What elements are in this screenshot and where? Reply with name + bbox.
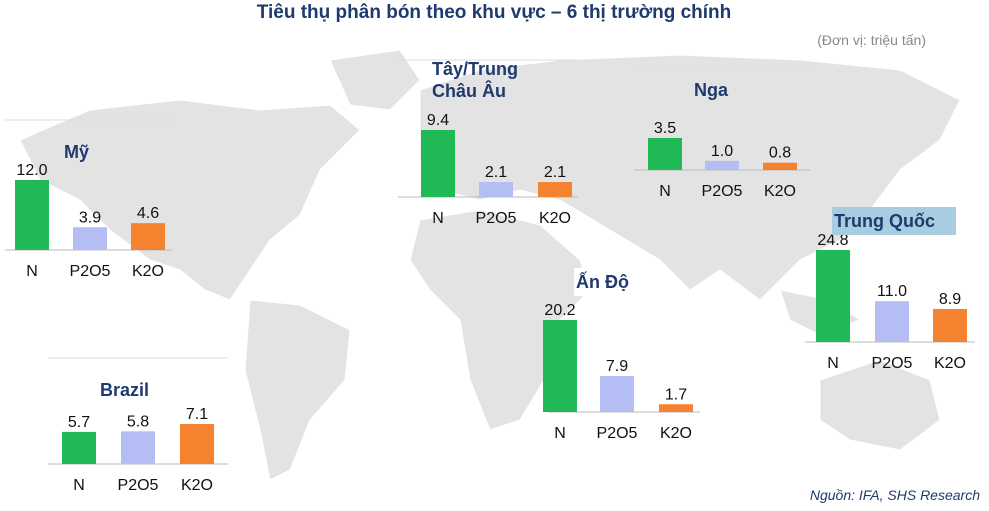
value-label: 4.6	[137, 205, 159, 222]
region-title: Mỹ	[64, 142, 90, 162]
value-label: 24.8	[817, 232, 848, 249]
value-label: 1.0	[711, 143, 733, 160]
category-label: K2O	[132, 263, 164, 280]
bar	[73, 227, 107, 250]
category-label: K2O	[934, 355, 966, 372]
category-label: K2O	[539, 210, 571, 227]
value-label: 5.7	[68, 414, 90, 431]
bar	[659, 404, 693, 412]
region-title: Ấn Độ	[574, 268, 658, 296]
bar	[648, 138, 682, 170]
category-label: N	[432, 210, 444, 227]
bar	[62, 431, 96, 464]
region-title: Trung Quốc	[832, 207, 956, 235]
page-title: Tiêu thụ phân bón theo khu vực – 6 thị t…	[257, 2, 732, 23]
category-label: N	[554, 425, 566, 442]
value-label: 0.8	[769, 145, 791, 162]
bar	[180, 424, 214, 464]
value-label: 3.9	[79, 209, 101, 226]
value-label: 3.5	[654, 120, 676, 137]
bar	[763, 162, 797, 170]
category-label: P2O5	[597, 425, 638, 442]
bar	[875, 301, 909, 342]
category-label: K2O	[660, 425, 692, 442]
bar	[121, 431, 155, 464]
value-label: 12.0	[16, 162, 47, 179]
bar	[15, 180, 49, 250]
region-title: Tây/Trung Châu Âu	[432, 59, 519, 101]
bar	[543, 320, 577, 412]
bar	[600, 376, 634, 412]
value-label: 11.0	[877, 283, 907, 300]
category-label: N	[659, 183, 671, 200]
category-label: K2O	[181, 477, 213, 494]
region-title: Brazil	[100, 380, 150, 400]
category-label: P2O5	[476, 210, 517, 227]
bar	[705, 160, 739, 170]
world-map	[19, 49, 961, 481]
bar	[479, 182, 513, 197]
category-label: N	[26, 263, 38, 280]
value-label: 8.9	[939, 291, 961, 308]
category-label: N	[73, 477, 85, 494]
value-label: 7.1	[186, 406, 208, 423]
value-label: 5.8	[127, 413, 149, 430]
bar	[538, 182, 572, 197]
bar	[421, 130, 455, 197]
category-label: P2O5	[118, 477, 159, 494]
value-label: 20.2	[544, 302, 575, 319]
value-label: 7.9	[606, 358, 628, 375]
bar	[131, 223, 165, 250]
value-label: 2.1	[485, 164, 507, 181]
category-label: P2O5	[702, 183, 743, 200]
category-label: K2O	[764, 183, 796, 200]
bar	[816, 250, 850, 342]
bar	[933, 308, 967, 342]
source-note: Nguồn: IFA, SHS Research	[810, 487, 980, 503]
category-label: P2O5	[872, 355, 913, 372]
value-label: 9.4	[427, 112, 449, 129]
value-label: 1.7	[665, 386, 687, 403]
region-title: Nga	[694, 80, 729, 100]
category-label: P2O5	[70, 263, 111, 280]
category-label: N	[827, 355, 839, 372]
unit-note: (Đơn vị: triệu tấn)	[817, 32, 926, 48]
value-label: 2.1	[544, 164, 566, 181]
